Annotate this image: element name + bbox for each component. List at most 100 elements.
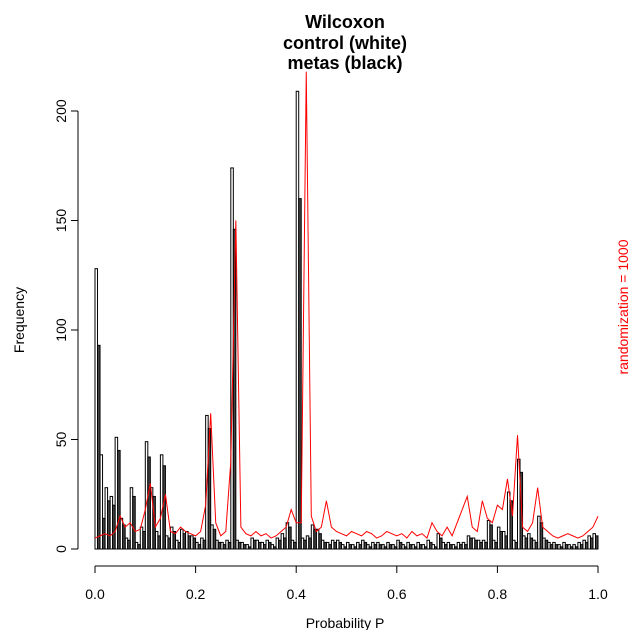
metas-bar: [413, 546, 418, 550]
x-axis-label: Probability P: [306, 615, 385, 630]
metas-bar: [479, 541, 483, 550]
metas-bar: [464, 544, 468, 550]
metas-bar: [278, 539, 282, 550]
metas-bar: [403, 546, 408, 550]
metas-bar: [494, 541, 498, 550]
metas-bar: [217, 541, 222, 550]
metas-bar: [534, 541, 539, 550]
metas-bar: [177, 541, 182, 550]
metas-bar: [308, 537, 312, 550]
randomization-label: randomization = 1000: [615, 239, 631, 374]
metas-bar: [434, 546, 438, 550]
metas-bar: [273, 546, 277, 550]
metas-bar: [559, 546, 564, 550]
metas-bar: [202, 539, 207, 550]
metas-bar: [182, 533, 187, 550]
metas-bar: [489, 524, 493, 550]
chart-title-line-3: metas (black): [287, 53, 402, 73]
metas-bar: [333, 541, 337, 550]
metas-bar: [509, 500, 513, 550]
metas-bar: [303, 539, 307, 550]
metas-bar: [162, 465, 166, 550]
x-tick-label: 0.6: [387, 586, 407, 602]
metas-bar: [353, 546, 358, 550]
metas-bar: [252, 539, 257, 550]
metas-bar: [318, 533, 322, 550]
y-tick-label: 0: [53, 545, 69, 553]
metas-bar: [539, 522, 544, 550]
metas-bar: [147, 456, 151, 550]
metas-bar: [157, 535, 161, 550]
metas-bar: [348, 544, 353, 550]
metas-bar: [187, 535, 192, 550]
metas-bar: [97, 344, 101, 550]
metas-bar: [222, 544, 227, 550]
metas-bar: [257, 541, 262, 550]
metas-bar: [298, 198, 302, 550]
metas-bar: [579, 544, 584, 550]
metas-bar: [112, 504, 116, 550]
x-tick-label: 0.0: [85, 586, 105, 602]
metas-bar: [237, 541, 242, 550]
y-tick-label: 200: [53, 99, 69, 123]
metas-bar: [584, 541, 589, 550]
metas-bar: [499, 530, 503, 550]
metas-bar: [589, 537, 594, 550]
metas-bar: [444, 544, 448, 550]
metas-bar: [569, 546, 574, 550]
metas-bar: [439, 537, 443, 550]
metas-bar: [288, 526, 292, 550]
x-tick-label: 0.2: [186, 586, 206, 602]
metas-bar: [323, 541, 327, 550]
metas-bar: [338, 541, 342, 550]
metas-bar: [227, 541, 232, 550]
metas-bar: [107, 500, 111, 550]
metas-bar: [247, 546, 252, 550]
metas-bar: [393, 546, 398, 550]
metas-bar: [398, 541, 403, 550]
metas-bar: [484, 541, 488, 550]
metas-bar: [514, 541, 519, 550]
chart-title-line-1: Wilcoxon: [305, 12, 385, 32]
metas-bars: [97, 198, 599, 550]
metas-bar: [524, 537, 529, 550]
metas-bar: [232, 228, 237, 550]
metas-bar: [449, 544, 453, 550]
metas-bar: [554, 544, 559, 550]
metas-bar: [459, 544, 463, 550]
metas-bar: [368, 546, 373, 550]
metas-bar: [328, 544, 332, 550]
metas-bar: [192, 537, 197, 550]
metas-bar: [358, 544, 363, 550]
metas-bar: [594, 535, 599, 550]
metas-bar: [469, 537, 473, 550]
metas-bar: [122, 524, 126, 550]
y-tick-label: 100: [53, 318, 69, 342]
y-tick-label: 50: [53, 432, 69, 448]
randomization-line: [94, 71, 599, 539]
metas-bar: [132, 495, 136, 550]
metas-bar: [212, 528, 217, 550]
y-axis: 0 50 100 150 200: [53, 99, 79, 553]
x-tick-label: 1.0: [588, 586, 608, 602]
metas-bar: [454, 546, 458, 550]
metas-bar: [363, 541, 368, 550]
metas-bar: [408, 544, 413, 550]
y-tick-label: 150: [53, 209, 69, 233]
metas-bar: [423, 546, 428, 550]
metas-bar: [142, 530, 146, 550]
metas-bar: [197, 544, 202, 550]
metas-bar: [378, 544, 383, 550]
metas-bar: [127, 539, 131, 550]
metas-bar: [167, 537, 171, 550]
metas-bar: [428, 541, 433, 550]
metas-bar: [418, 544, 423, 550]
metas-bar: [268, 541, 272, 550]
metas-bar: [474, 539, 478, 550]
metas-bar: [388, 544, 393, 550]
x-tick-label: 0.4: [286, 586, 306, 602]
metas-bar: [544, 539, 549, 550]
chart-title: Wilcoxon control (white) metas (black): [283, 12, 407, 73]
x-tick-label: 0.8: [488, 586, 508, 602]
metas-bar: [172, 530, 176, 550]
